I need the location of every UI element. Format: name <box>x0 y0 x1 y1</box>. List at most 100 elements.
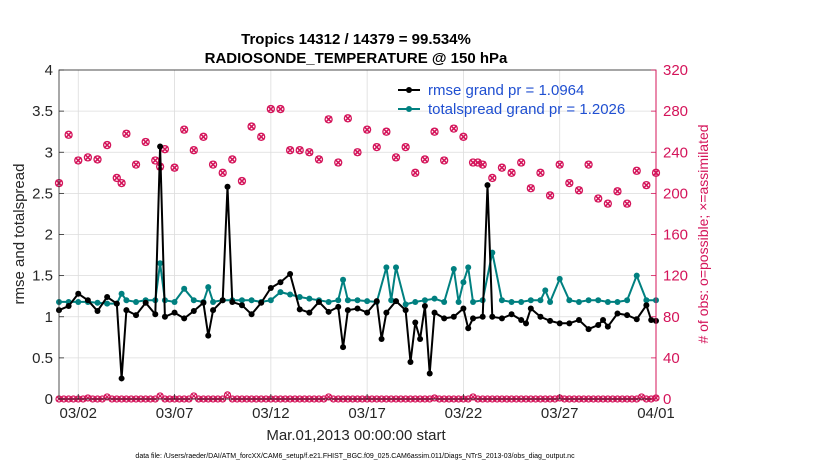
rmse-point-88 <box>479 313 486 320</box>
y-tick-label-right-0: 0 <box>663 391 671 408</box>
totalspread-point-94 <box>508 298 515 305</box>
obs-possible-marker-9 <box>131 160 141 169</box>
totalspread-point-10 <box>104 300 111 307</box>
obs-possible-marker-30 <box>324 115 333 124</box>
y-tick-label-left-1: 0.5 <box>32 350 53 367</box>
legend-label-rmse: rmse grand pr = 1.0964 <box>428 82 584 99</box>
totalspread-point-26 <box>181 285 188 292</box>
obs-assimilated-marker-51 <box>517 158 525 167</box>
obs-assimilated-marker-21 <box>238 177 246 185</box>
totalspread-point-84 <box>460 279 467 286</box>
totalspread-point-86 <box>470 298 477 305</box>
obs-assimilated-marker-53 <box>536 169 545 177</box>
obs-assimilated-marker-64 <box>642 181 650 189</box>
obs-possible-marker-53 <box>536 168 545 177</box>
y-tick-label-left-8: 4 <box>45 62 53 79</box>
obs-possible-marker-36 <box>382 127 391 136</box>
obs-possible-marker-23 <box>257 132 266 141</box>
obs-possible-marker-38 <box>401 142 410 152</box>
obs-assimilated-marker-15 <box>180 126 188 134</box>
rmse-point-72 <box>402 307 409 314</box>
rmse-point-113 <box>600 317 607 324</box>
obs-possible-marker-5 <box>102 140 112 150</box>
obs-possible-marker-32 <box>343 114 353 123</box>
obs-possible-marker-21 <box>237 176 247 186</box>
obs-possible-marker-3 <box>83 153 93 162</box>
totalspread-point-104 <box>556 275 563 282</box>
obs-assimilated-marker-18 <box>209 161 217 169</box>
totalspread-point-100 <box>537 297 544 304</box>
totalspread-point-83 <box>455 298 462 305</box>
totalspread-point-101 <box>542 287 549 294</box>
obs-possible-marker-28 <box>305 148 314 157</box>
rmse-point-116 <box>614 310 621 317</box>
rmse-point-62 <box>354 305 361 312</box>
obs-possible-marker-2 <box>74 156 83 165</box>
obs-assimilated-marker-3 <box>84 153 92 161</box>
totalspread-point-28 <box>190 297 197 304</box>
obs-assimilated-marker-33 <box>353 148 362 156</box>
rmse-point-20 <box>152 311 159 318</box>
rmse-point-102 <box>547 317 554 324</box>
obs-possible-marker-52 <box>526 184 535 193</box>
obs-possible-marker-4 <box>93 155 102 164</box>
rmse-point-48 <box>287 270 294 277</box>
totalspread-point-4 <box>75 298 82 305</box>
rmse-point-64 <box>364 309 371 316</box>
grid <box>59 69 657 400</box>
obs-assimilated-marker-62 <box>623 200 631 208</box>
totalspread-point-70 <box>393 264 400 271</box>
obs-assimilated-marker-52 <box>527 184 535 192</box>
totalspread-point-106 <box>566 297 573 304</box>
totalspread-point-48 <box>287 291 294 298</box>
obs-possible-marker-59 <box>594 194 603 203</box>
obs-assimilated-marker-42 <box>440 156 448 165</box>
totalspread-point-59 <box>340 276 347 283</box>
rmse-point-76 <box>421 303 428 310</box>
chart-title: Tropics 14312 / 14379 = 99.534% <box>241 31 471 48</box>
rmse-point-108 <box>575 317 582 324</box>
obs-assimilated-marker-5 <box>103 141 111 149</box>
obs-assimilated-marker-61 <box>613 187 622 195</box>
rmse-point-58 <box>335 303 342 310</box>
rmse-point-38 <box>238 302 245 309</box>
rmse-point-54 <box>315 298 322 305</box>
y-axis-label-left: rmse and totalspread <box>11 164 28 305</box>
y-axis-label-right: # of obs: o=possible; ×=assimilated <box>695 124 711 343</box>
obs-assimilated-marker-36 <box>382 128 390 136</box>
rmse-point-42 <box>258 299 265 306</box>
totalspread-point-21 <box>157 260 164 267</box>
y-tick-label-right-7: 280 <box>663 103 688 120</box>
obs-possible-marker-31 <box>334 158 343 167</box>
obs-possible-marker-51 <box>517 158 526 167</box>
totalspread-point-68 <box>383 264 390 271</box>
legend-marker-totalspread <box>406 106 412 112</box>
totalspread-point-8 <box>94 299 101 306</box>
x-tick-label-0: 03/02 <box>59 405 97 422</box>
legend-label-totalspread: totalspread grand pr = 1.2026 <box>428 101 625 118</box>
totalspread-point-76 <box>421 297 428 304</box>
totalspread-point-31 <box>205 284 212 291</box>
obs-assimilated-marker-44 <box>459 133 467 141</box>
obs-possible-marker-62 <box>622 199 632 208</box>
rmse-point-13 <box>118 375 125 382</box>
obs-possible-marker-7 <box>117 178 126 188</box>
obs-assimilated-marker-60 <box>604 200 612 208</box>
obs-assimilated-marker-38 <box>402 143 410 151</box>
obs-possible-marker-55 <box>555 160 564 169</box>
totalspread-point-108 <box>575 298 582 305</box>
chart-subtitle: RADIOSONDE_TEMPERATURE @ 150 hPa <box>205 50 508 67</box>
rmse-point-40 <box>248 311 255 318</box>
obs-assimilated-marker-4 <box>93 155 102 164</box>
obs-assimilated-marker-7 <box>118 179 126 187</box>
obs-assimilated-marker-26 <box>286 146 294 154</box>
totalspread-point-110 <box>585 297 592 304</box>
rmse-point-86 <box>470 315 477 322</box>
rmse-point-122 <box>643 302 650 309</box>
rmse-point-67 <box>378 335 385 342</box>
rmse-point-21 <box>157 143 164 150</box>
rmse-point-50 <box>296 306 303 313</box>
obs-possible-marker-41 <box>430 127 439 136</box>
obs-assimilated-marker-49 <box>498 164 506 172</box>
